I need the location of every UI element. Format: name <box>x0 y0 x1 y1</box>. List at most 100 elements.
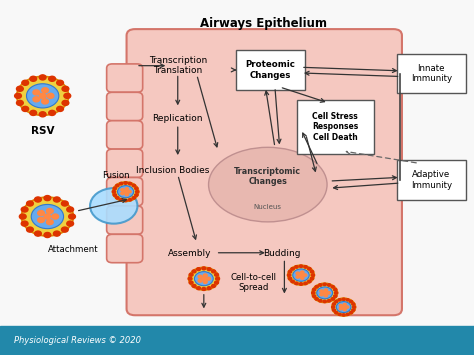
Circle shape <box>343 304 346 306</box>
Circle shape <box>328 300 331 302</box>
Circle shape <box>352 309 355 311</box>
Circle shape <box>334 295 337 297</box>
Circle shape <box>327 291 330 294</box>
Circle shape <box>52 214 59 219</box>
Circle shape <box>67 207 73 212</box>
Circle shape <box>312 283 337 302</box>
Text: Innate
Immunity: Innate Immunity <box>411 64 452 83</box>
Circle shape <box>308 280 311 283</box>
Circle shape <box>346 306 349 308</box>
Circle shape <box>192 284 196 288</box>
Circle shape <box>335 311 338 314</box>
Circle shape <box>118 186 134 198</box>
Circle shape <box>352 303 355 305</box>
Circle shape <box>128 190 131 193</box>
Circle shape <box>291 280 294 283</box>
Text: Proteomic
Changes: Proteomic Changes <box>245 60 295 80</box>
Text: Inclusion Bodies: Inclusion Bodies <box>137 166 210 175</box>
Circle shape <box>121 189 124 191</box>
Circle shape <box>211 270 216 273</box>
Circle shape <box>346 313 349 316</box>
Circle shape <box>136 190 139 193</box>
Circle shape <box>301 271 304 274</box>
Circle shape <box>112 190 116 193</box>
Circle shape <box>324 289 328 291</box>
Circle shape <box>62 227 68 232</box>
Text: Physiological Reviews © 2020: Physiological Reviews © 2020 <box>14 336 141 345</box>
Circle shape <box>64 93 71 98</box>
Text: Nucleus: Nucleus <box>254 204 282 209</box>
Circle shape <box>21 221 28 226</box>
FancyBboxPatch shape <box>107 234 143 263</box>
Circle shape <box>319 300 322 302</box>
Circle shape <box>342 306 345 308</box>
Circle shape <box>312 288 316 291</box>
Circle shape <box>113 194 117 196</box>
Text: Budding: Budding <box>263 249 301 258</box>
Circle shape <box>331 297 334 300</box>
Circle shape <box>311 274 315 277</box>
Circle shape <box>304 282 307 285</box>
Circle shape <box>135 194 138 196</box>
Circle shape <box>202 277 206 280</box>
Circle shape <box>30 76 36 81</box>
Circle shape <box>44 233 51 237</box>
Circle shape <box>33 97 40 102</box>
Circle shape <box>207 268 211 271</box>
Circle shape <box>342 314 345 316</box>
Circle shape <box>198 275 202 278</box>
Circle shape <box>288 277 292 280</box>
Circle shape <box>317 287 333 299</box>
Text: Transcriptomic
Changes: Transcriptomic Changes <box>234 167 301 186</box>
Circle shape <box>203 280 207 283</box>
Bar <box>0 326 474 355</box>
FancyBboxPatch shape <box>397 160 466 200</box>
Circle shape <box>188 277 192 280</box>
Circle shape <box>194 272 213 286</box>
Circle shape <box>38 218 45 223</box>
Circle shape <box>320 293 323 296</box>
Circle shape <box>124 182 128 184</box>
Text: Fusion: Fusion <box>102 171 130 180</box>
Circle shape <box>54 197 60 202</box>
Circle shape <box>19 214 26 219</box>
Circle shape <box>49 110 55 115</box>
Circle shape <box>332 303 336 305</box>
Circle shape <box>293 269 309 281</box>
Circle shape <box>21 207 28 212</box>
Circle shape <box>112 182 138 202</box>
Circle shape <box>22 106 28 111</box>
Circle shape <box>189 273 193 276</box>
Circle shape <box>332 298 356 316</box>
Circle shape <box>31 204 64 229</box>
FancyBboxPatch shape <box>107 178 143 206</box>
Circle shape <box>27 227 33 232</box>
Circle shape <box>310 271 314 273</box>
Circle shape <box>128 182 132 185</box>
Circle shape <box>135 187 138 190</box>
Circle shape <box>69 214 75 219</box>
FancyBboxPatch shape <box>127 29 402 315</box>
Circle shape <box>349 300 353 303</box>
Circle shape <box>35 197 41 202</box>
Circle shape <box>332 309 336 311</box>
Circle shape <box>342 298 345 300</box>
Circle shape <box>124 199 128 202</box>
Circle shape <box>22 80 28 85</box>
Circle shape <box>346 299 349 301</box>
Circle shape <box>216 277 219 280</box>
Circle shape <box>57 80 64 85</box>
FancyBboxPatch shape <box>297 100 374 154</box>
Circle shape <box>189 281 193 284</box>
Circle shape <box>287 274 291 277</box>
Circle shape <box>15 93 21 98</box>
FancyBboxPatch shape <box>236 50 305 90</box>
Circle shape <box>338 313 341 316</box>
Circle shape <box>17 86 23 91</box>
Circle shape <box>320 290 323 293</box>
Circle shape <box>202 288 206 290</box>
Circle shape <box>119 198 123 201</box>
Circle shape <box>47 93 54 98</box>
Circle shape <box>295 282 298 285</box>
FancyBboxPatch shape <box>107 149 143 178</box>
